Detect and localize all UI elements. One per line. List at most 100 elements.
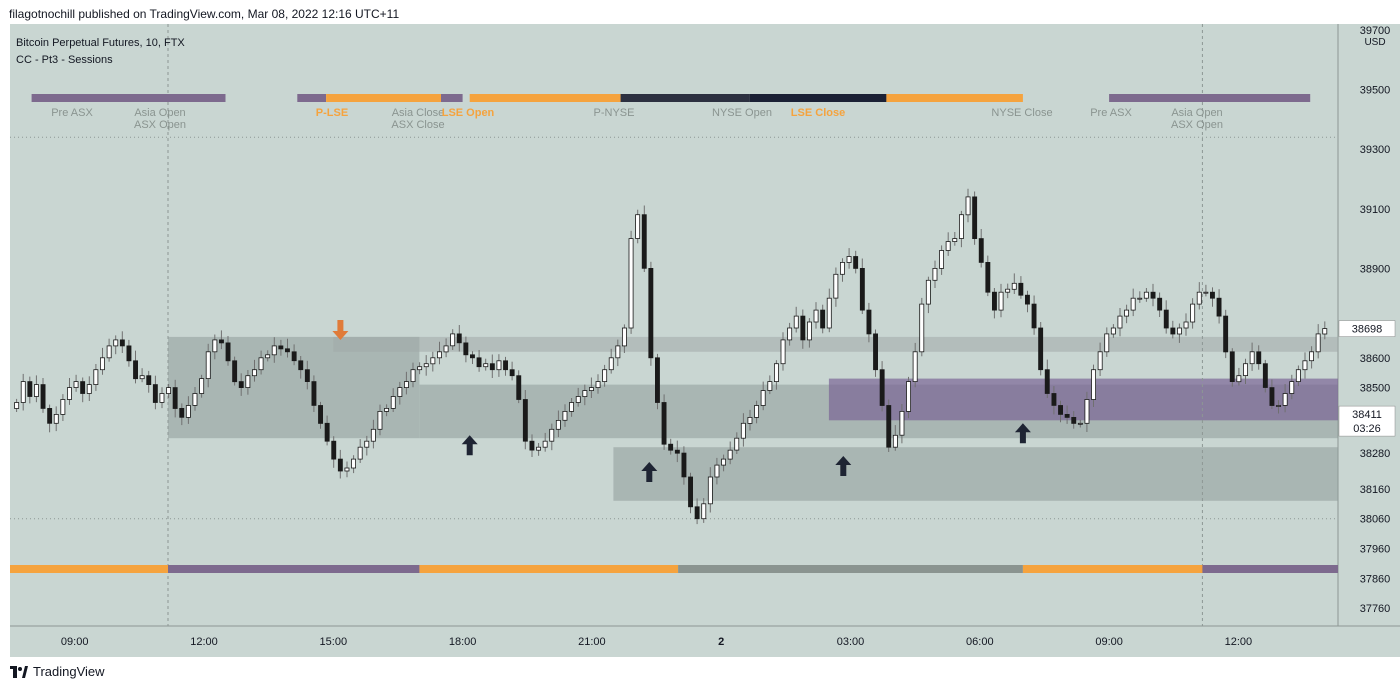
candle-body <box>1282 393 1288 406</box>
arrow-up-marker <box>461 435 478 456</box>
current-price-tag <box>1338 405 1396 437</box>
session-label: P-NYSE <box>594 107 635 119</box>
candle-body <box>978 238 984 263</box>
x-tick-label: 09:00 <box>61 636 89 648</box>
candle-body <box>450 333 456 347</box>
candle-body <box>218 339 224 344</box>
candle-body <box>628 238 634 329</box>
y-tick-label: 38280 <box>1360 448 1391 460</box>
candle-body <box>661 402 667 445</box>
candle-body <box>701 503 707 520</box>
candle-body <box>159 393 165 403</box>
candle-body <box>225 342 231 362</box>
session-bar-top <box>1109 94 1311 102</box>
candle-body <box>1177 327 1182 335</box>
session-bar-bottom <box>168 565 420 573</box>
candle-body <box>1025 294 1030 305</box>
session-bar-top <box>441 94 463 102</box>
x-tick-label: 06:00 <box>966 636 994 648</box>
candle-body <box>106 345 112 359</box>
session-bar-bottom <box>419 565 679 573</box>
candle-body <box>172 387 178 409</box>
candle-body <box>1249 351 1255 365</box>
candle-body <box>562 410 568 421</box>
candle-body <box>496 360 502 371</box>
arrow-up-marker <box>1014 423 1031 444</box>
candle-body <box>86 384 92 394</box>
candle-body <box>536 446 541 451</box>
candle-body <box>423 363 429 368</box>
candle-body <box>1210 291 1215 299</box>
x-tick-label: 09:00 <box>1095 636 1123 648</box>
candle-body <box>932 267 938 281</box>
candle-body <box>1143 291 1149 299</box>
candle-body <box>1130 297 1136 311</box>
candle-body <box>707 476 713 505</box>
candle-body <box>1031 303 1037 329</box>
footer-brand: TradingView <box>33 664 105 679</box>
candle-body <box>1064 413 1070 418</box>
candle-body <box>265 354 271 359</box>
candle-body <box>906 381 911 412</box>
candle-body <box>1104 333 1110 353</box>
arrow-down-marker <box>332 320 349 340</box>
candle-body <box>509 369 515 377</box>
candle-body <box>774 363 779 383</box>
candle-body <box>688 476 693 508</box>
candle-body <box>873 333 878 371</box>
candle-body <box>337 458 343 472</box>
session-bar-bottom <box>678 565 1023 573</box>
session-label: ASX Open <box>1171 119 1223 131</box>
chart-frame[interactable]: Pre ASX Asia Open ASX Open P-LSE Asia Close A… <box>10 24 1400 657</box>
candle-body <box>278 345 284 350</box>
candle-body <box>959 214 964 239</box>
candle-body <box>668 443 674 451</box>
candle-body <box>126 345 132 362</box>
y-tick-label: 38060 <box>1360 514 1391 526</box>
candle-body <box>1058 405 1063 415</box>
candle-body <box>40 384 46 409</box>
candle-body <box>721 458 726 466</box>
candle-body <box>245 375 251 389</box>
candle-body <box>1157 297 1163 311</box>
candle-body <box>615 345 621 359</box>
candle-body <box>595 381 601 389</box>
candle-body <box>767 381 773 391</box>
session-label: Asia Open <box>134 107 185 119</box>
candle-body <box>47 407 53 424</box>
x-tick-label: 12:00 <box>190 636 218 648</box>
candle-body <box>166 387 171 395</box>
candle-body <box>1091 369 1096 400</box>
candle-body <box>133 360 138 380</box>
candle-body <box>469 354 475 359</box>
candle-body <box>185 405 191 418</box>
candle-body <box>311 381 317 406</box>
candle-body <box>139 375 145 380</box>
candle-body <box>351 458 356 469</box>
candle-body <box>740 422 746 439</box>
candle-body <box>1071 416 1077 424</box>
candle-body <box>370 428 376 442</box>
candle-body <box>793 315 799 329</box>
candle-body <box>555 419 561 430</box>
candle-body <box>1117 315 1123 329</box>
candle-body <box>1302 360 1308 371</box>
candle-body <box>251 369 257 377</box>
tradingview-logo[interactable]: TradingView <box>10 664 105 679</box>
candle-body <box>734 437 740 451</box>
candle-body <box>403 381 409 389</box>
candle-body <box>674 449 680 454</box>
candle-body <box>53 413 59 424</box>
candle-body <box>886 405 892 448</box>
y-tick-label: 38600 <box>1360 353 1391 365</box>
y-tick-label: 39300 <box>1360 144 1391 156</box>
candle-body <box>985 261 991 293</box>
candle-body <box>780 339 786 365</box>
session-label: LSE Close <box>791 107 845 119</box>
candle-body <box>1137 297 1143 300</box>
candle-body <box>529 440 535 451</box>
candle-body <box>456 333 462 344</box>
zone-lower-grey <box>613 447 1338 501</box>
session-bar-bottom <box>1202 565 1338 573</box>
